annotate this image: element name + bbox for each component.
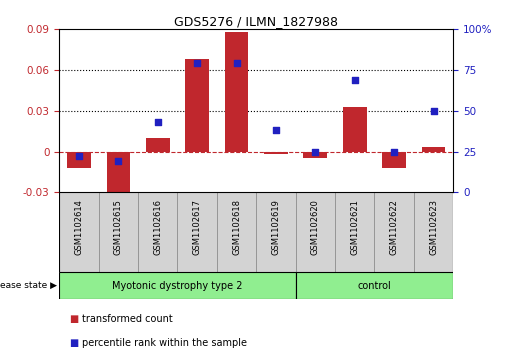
Bar [303, 152, 327, 158]
Point [311, 149, 319, 155]
Text: ■: ■ [70, 314, 79, 324]
Point [390, 149, 398, 155]
Text: GSM1102621: GSM1102621 [350, 199, 359, 255]
Bar [138, 192, 177, 272]
Bar [217, 192, 256, 272]
Bar [59, 272, 296, 299]
Point [272, 127, 280, 133]
Point [351, 77, 359, 82]
Text: control: control [357, 281, 391, 291]
Point [114, 158, 123, 164]
Bar [146, 138, 169, 152]
Bar [225, 32, 248, 152]
Title: GDS5276 / ILMN_1827988: GDS5276 / ILMN_1827988 [174, 15, 338, 28]
Bar [382, 152, 406, 168]
Text: GSM1102616: GSM1102616 [153, 199, 162, 255]
Bar [414, 192, 453, 272]
Bar [59, 192, 99, 272]
Bar [296, 192, 335, 272]
Point [430, 108, 438, 114]
Text: GSM1102619: GSM1102619 [271, 199, 280, 255]
Bar [67, 152, 91, 168]
Bar [335, 192, 374, 272]
Text: Myotonic dystrophy type 2: Myotonic dystrophy type 2 [112, 281, 243, 291]
Text: GSM1102618: GSM1102618 [232, 199, 241, 255]
Bar [296, 272, 453, 299]
Bar [422, 147, 445, 152]
Point [232, 60, 241, 66]
Text: GSM1102623: GSM1102623 [429, 199, 438, 255]
Text: percentile rank within the sample: percentile rank within the sample [82, 338, 247, 348]
Text: GSM1102622: GSM1102622 [390, 199, 399, 255]
Text: transformed count: transformed count [82, 314, 173, 324]
Bar [264, 152, 288, 154]
Text: GSM1102617: GSM1102617 [193, 199, 201, 255]
Point [153, 119, 162, 125]
Bar [107, 152, 130, 195]
Point [75, 154, 83, 159]
Bar [177, 192, 217, 272]
Text: ■: ■ [70, 338, 79, 348]
Bar [374, 192, 414, 272]
Bar [185, 59, 209, 152]
Bar [99, 192, 138, 272]
Text: GSM1102620: GSM1102620 [311, 199, 320, 255]
Bar [256, 192, 296, 272]
Point [193, 60, 201, 66]
Text: GSM1102615: GSM1102615 [114, 199, 123, 255]
Bar [343, 107, 367, 152]
Text: disease state ▶: disease state ▶ [0, 281, 57, 290]
Text: GSM1102614: GSM1102614 [75, 199, 83, 255]
